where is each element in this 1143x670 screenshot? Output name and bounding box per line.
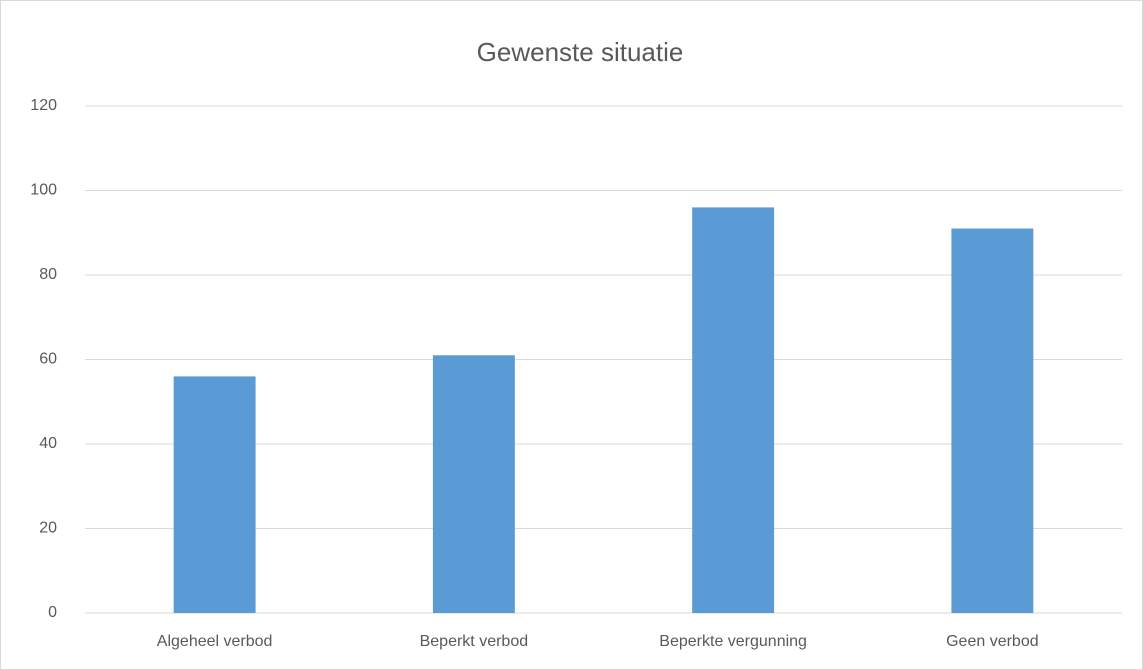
bar (432, 355, 515, 613)
y-tick-label: 40 (39, 435, 57, 452)
y-tick-label: 60 (39, 351, 57, 368)
y-tick-label: 80 (39, 266, 57, 283)
bar (951, 228, 1034, 613)
chart-title: Gewenste situatie (477, 37, 684, 67)
x-tick-label: Algeheel verbod (157, 633, 273, 650)
bar (692, 207, 775, 613)
y-tick-label: 20 (39, 520, 57, 537)
x-tick-label: Beperkte vergunning (659, 633, 807, 650)
y-tick-label: 100 (30, 182, 57, 199)
x-tick-label: Beperkt verbod (420, 633, 529, 650)
y-tick-label: 120 (30, 97, 57, 114)
bar (173, 376, 256, 613)
x-tick-label: Geen verbod (946, 633, 1039, 650)
y-tick-label: 0 (48, 604, 57, 621)
